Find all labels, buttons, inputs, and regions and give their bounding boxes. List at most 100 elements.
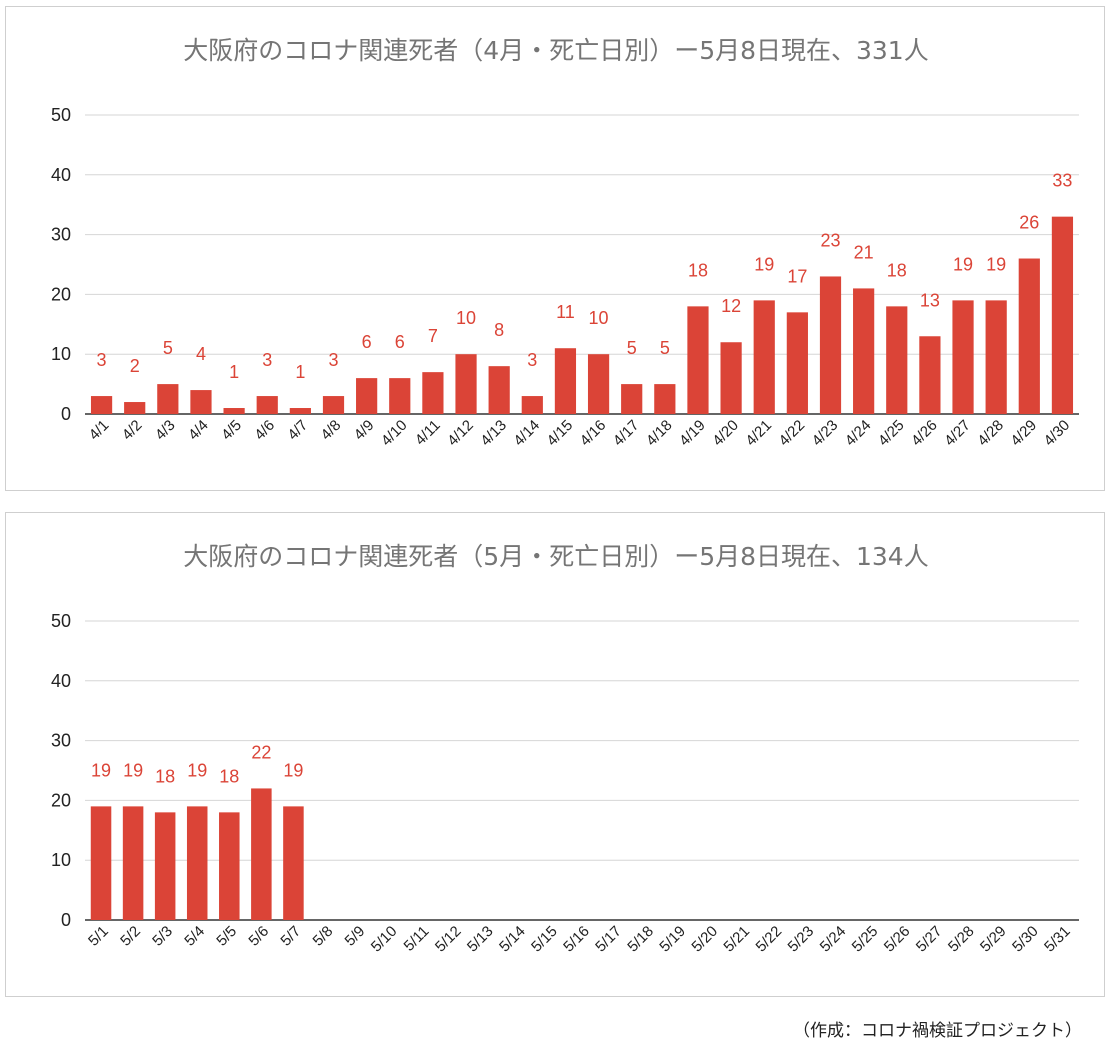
x-tick-label: 4/5 (218, 417, 245, 444)
data-label: 11 (556, 302, 575, 322)
x-tick-label: 4/29 (1007, 417, 1040, 450)
x-tick-label: 5/12 (432, 923, 465, 956)
data-label: 19 (91, 760, 111, 780)
bar (190, 390, 212, 414)
bar (122, 806, 144, 920)
bar (219, 812, 240, 920)
x-tick-label: 4/25 (875, 417, 908, 450)
x-tick-label: 4/9 (351, 417, 378, 444)
data-label: 18 (887, 260, 907, 280)
bar (521, 396, 543, 414)
x-tick-label: 4/3 (152, 417, 179, 444)
x-tick-label: 4/15 (544, 417, 577, 450)
bar (223, 408, 245, 414)
x-tick-label: 5/5 (213, 923, 240, 950)
bar (157, 384, 179, 414)
bar (124, 402, 146, 414)
x-tick-label: 5/21 (720, 923, 753, 956)
data-label: 8 (494, 320, 504, 340)
bar (389, 378, 411, 414)
bar (587, 354, 610, 414)
y-tick-label: 10 (51, 850, 71, 870)
data-label: 5 (660, 338, 670, 358)
data-label: 3 (527, 350, 537, 370)
x-tick-label: 4/1 (86, 417, 113, 444)
x-tick-label: 4/10 (378, 417, 411, 450)
y-tick-label: 20 (51, 790, 71, 810)
x-tick-label: 5/10 (368, 923, 401, 956)
chart-title: 大阪府のコロナ関連死者（4月・死亡日別）ー5月8日現在、331人 (183, 36, 928, 65)
x-tick-label: 5/18 (624, 923, 657, 956)
data-label: 3 (262, 350, 272, 370)
y-tick-label: 40 (51, 165, 71, 185)
bar (786, 312, 808, 414)
x-tick-label: 5/19 (656, 923, 689, 956)
x-tick-label: 5/13 (464, 923, 497, 956)
x-tick-label: 4/12 (444, 417, 477, 450)
data-label: 12 (721, 296, 741, 316)
x-tick-label: 5/8 (310, 923, 337, 950)
bar (1018, 258, 1040, 414)
bar (455, 354, 477, 414)
bar (819, 276, 842, 414)
credit-text: （作成：コロナ禍検証プロジェクト） (793, 1021, 1082, 1041)
x-tick-label: 4/30 (1041, 417, 1074, 450)
x-tick-label: 5/24 (817, 923, 850, 956)
data-label: 22 (251, 742, 271, 762)
x-tick-label: 5/20 (688, 923, 721, 956)
chart-april: 大阪府のコロナ関連死者（4月・死亡日別）ー5月8日現在、331人 0 10 20 30 4… (5, 6, 1105, 491)
data-label: 21 (854, 242, 874, 262)
x-tick-label: 5/28 (945, 923, 978, 956)
data-label: 19 (953, 254, 973, 274)
data-label: 6 (362, 332, 372, 352)
bar (422, 372, 444, 414)
data-label: 19 (283, 760, 303, 780)
bar (720, 342, 742, 414)
data-label: 5 (163, 338, 173, 358)
bar (251, 788, 272, 920)
x-tick-label: 5/27 (913, 923, 946, 956)
x-tick-label: 5/22 (753, 923, 786, 956)
x-tick-label: 4/26 (908, 417, 941, 450)
y-tick-label: 0 (61, 404, 71, 424)
data-label: 3 (97, 350, 107, 370)
x-tick-label: 4/11 (412, 417, 444, 449)
x-tick-label: 5/16 (560, 923, 593, 956)
x-tick-label: 4/6 (251, 417, 278, 444)
data-label: 19 (123, 760, 143, 780)
data-label: 3 (328, 350, 338, 370)
bar (186, 806, 208, 920)
x-tick-label: 5/31 (1041, 923, 1074, 956)
x-tick-label: 4/20 (709, 417, 742, 450)
bar (90, 806, 112, 920)
x-tick-label: 5/4 (181, 923, 208, 950)
data-label: 5 (627, 338, 637, 358)
x-tick-label: 4/8 (318, 417, 345, 444)
x-tick-label: 5/17 (592, 923, 625, 956)
x-tick-label: 4/14 (510, 417, 543, 450)
y-tick-label: 20 (51, 284, 71, 304)
x-tick-label: 5/29 (977, 923, 1010, 956)
x-tick-label: 4/18 (643, 417, 676, 450)
bar (1051, 216, 1074, 414)
x-tick-label: 4/2 (119, 417, 146, 444)
x-tick-label: 4/4 (185, 417, 212, 444)
bar (621, 384, 643, 414)
bar (853, 288, 875, 414)
x-tick-label: 5/3 (149, 923, 176, 950)
data-label: 10 (456, 308, 476, 328)
x-tick-label: 5/15 (528, 923, 561, 956)
x-tick-label: 4/16 (577, 417, 610, 450)
chart-april-svg: 大阪府のコロナ関連死者（4月・死亡日別）ー5月8日現在、331人 0 10 20 30 4… (51, 36, 1079, 450)
data-label: 23 (820, 230, 840, 250)
y-tick-label: 0 (61, 910, 71, 930)
bar (554, 348, 577, 414)
x-tick-label: 5/11 (401, 923, 433, 955)
y-tick-label: 50 (51, 611, 71, 631)
data-label: 2 (130, 356, 140, 376)
y-tick-label: 40 (51, 671, 71, 691)
y-tick-label: 30 (51, 731, 71, 751)
chart-may-svg: 大阪府のコロナ関連死者（5月・死亡日別）ー5月8日現在、134人 0 10 20 30 4… (51, 542, 1079, 956)
bar (488, 366, 510, 414)
x-tick-label: 4/28 (974, 417, 1007, 450)
